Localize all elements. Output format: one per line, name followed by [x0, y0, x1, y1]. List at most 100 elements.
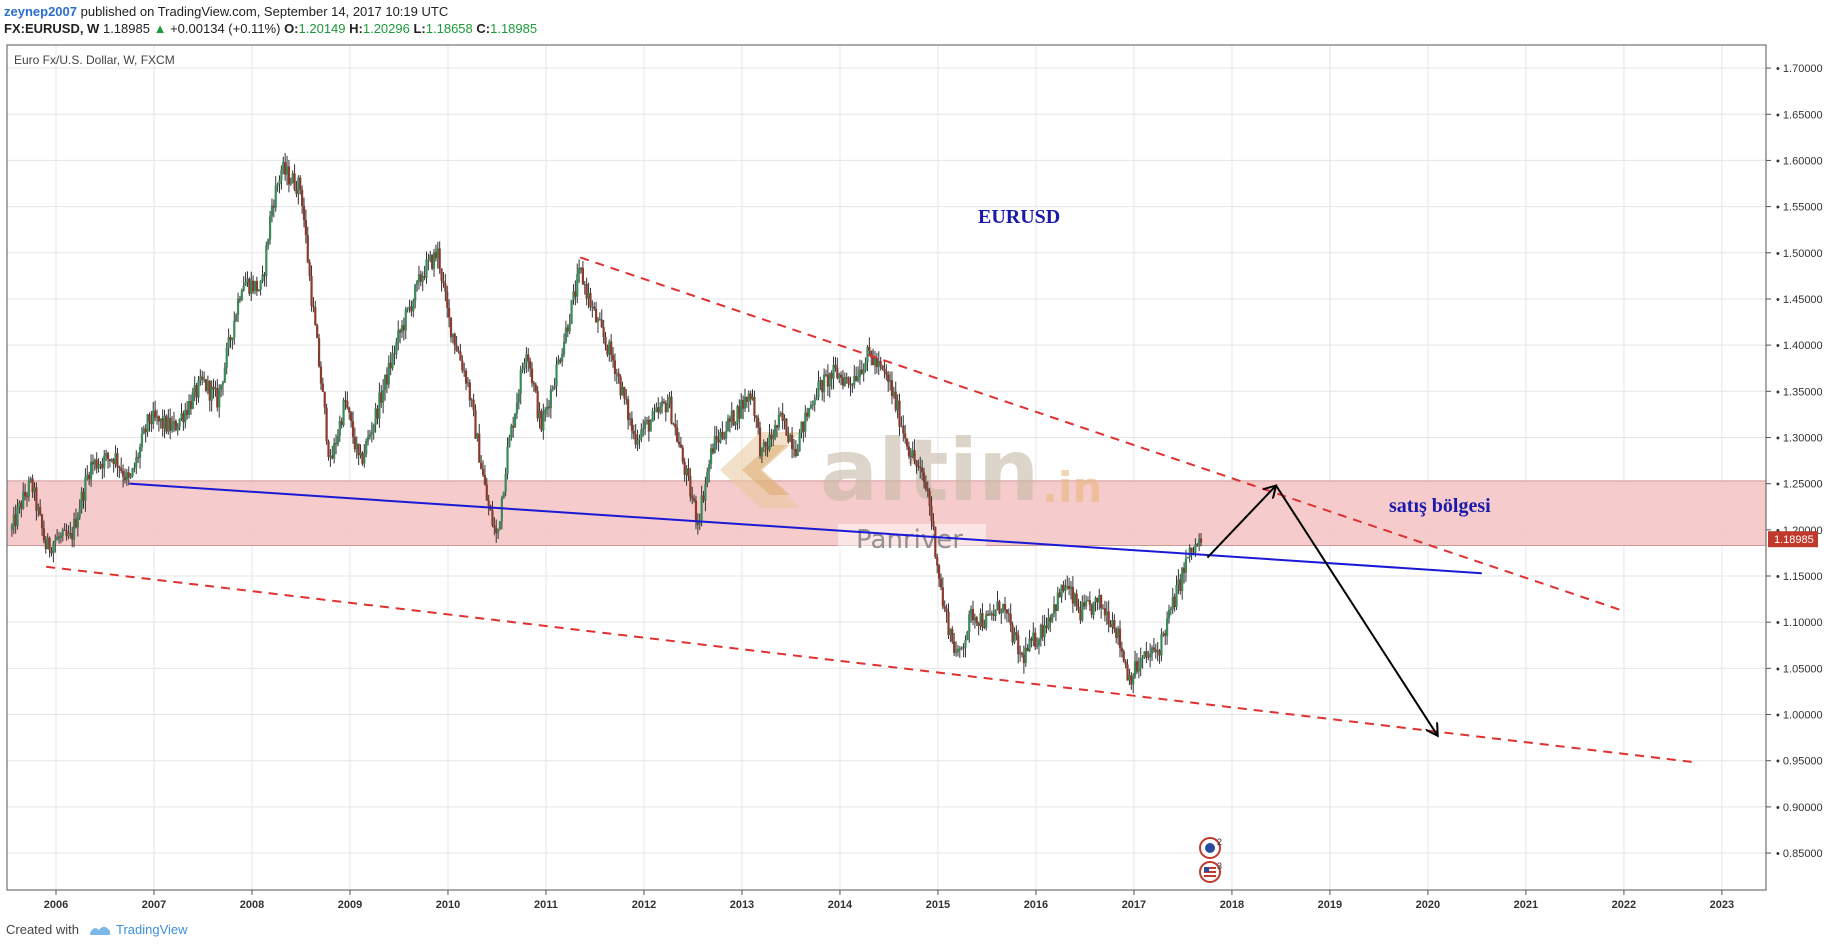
support-line[interactable] [129, 482, 1482, 575]
price-axis[interactable]: • 0.85000 • 0.90000 • 0.95000 • 1.00000 • 1.… [1766, 63, 1823, 860]
lower-trendline[interactable] [46, 565, 1698, 764]
x-tick-label: 2007 [142, 899, 166, 911]
upper-trendline[interactable] [579, 256, 1625, 613]
candle-body [559, 359, 562, 362]
candle-body [340, 421, 343, 426]
candle-body [613, 360, 617, 374]
candle-body [461, 360, 464, 371]
event-badges[interactable]: 2 3 [1199, 837, 1222, 883]
y-tick-label: • 1.15000 [1776, 571, 1823, 583]
candle-body [807, 408, 811, 417]
candle-body [977, 623, 980, 626]
candle-body [598, 319, 601, 321]
candle-body [570, 300, 573, 324]
event-badge-eu-icon[interactable]: 2 [1199, 837, 1222, 859]
candle-body [998, 601, 1001, 614]
candle-body [1020, 652, 1024, 655]
candle-body [82, 491, 85, 501]
candle-body [734, 422, 737, 426]
candle-body [167, 417, 170, 432]
candle-body [789, 435, 792, 442]
candle-body [1132, 676, 1135, 685]
candle-body [268, 216, 272, 240]
candle-body [610, 341, 613, 356]
candle-body [792, 448, 796, 450]
author-link[interactable]: zeynep2007 [4, 4, 77, 19]
projection-arrow-down[interactable] [1275, 484, 1438, 736]
sell-zone-annotation[interactable]: satış bölgesi [1389, 495, 1491, 517]
high-label: H: [349, 21, 363, 36]
candle-body [365, 440, 368, 455]
candle-body [116, 453, 119, 467]
candle-body [702, 495, 705, 501]
candle-body [382, 389, 385, 403]
candle-body [881, 365, 884, 369]
candle-body [576, 274, 579, 297]
candle-body [350, 412, 353, 422]
tradingview-logo-icon[interactable] [88, 921, 112, 937]
candle-body [873, 358, 877, 366]
candle-body [836, 368, 839, 379]
symbol-name[interactable]: FX:EURUSD, W [4, 21, 100, 36]
candle-body [649, 421, 652, 432]
candle-body [508, 437, 511, 447]
change-value: +0.00134 (+0.11%) [170, 21, 281, 36]
time-axis[interactable]: 2006 2007 2008 2009 2010 2011 2012 2013 2014 2015… [44, 890, 1734, 911]
y-tick-label: • 1.05000 [1776, 663, 1823, 675]
candle-body [78, 508, 81, 518]
candle-body [512, 425, 515, 428]
candle-body [943, 606, 946, 609]
candle-body [728, 418, 731, 422]
candle-body [35, 487, 38, 511]
close-label: C: [476, 21, 491, 36]
candle-body [1186, 557, 1189, 559]
candle-body [353, 437, 356, 450]
projection-arrow-up[interactable] [1206, 486, 1276, 559]
candle-body [114, 453, 117, 465]
candle-body [1081, 602, 1084, 621]
candle-body [455, 345, 458, 351]
candle-body [199, 376, 202, 381]
candle-body [74, 518, 78, 528]
candle-body [1177, 579, 1180, 586]
tradingview-link[interactable]: TradingView [116, 922, 188, 937]
candle-body [806, 412, 809, 417]
candle-body [399, 330, 402, 333]
candle-body [544, 409, 547, 415]
candle-body [1045, 625, 1048, 629]
candle-body [229, 337, 232, 341]
candle-body [1049, 617, 1052, 622]
candle-body [63, 529, 66, 531]
candle-body [1064, 587, 1067, 591]
candle-body [664, 402, 667, 413]
candle-body [555, 364, 558, 387]
candle-body [464, 370, 468, 384]
candle-body [853, 376, 856, 385]
candle-body [1105, 611, 1108, 616]
candle-body [333, 442, 336, 459]
candle-body [839, 374, 843, 378]
event-badge-us-icon[interactable]: 3 [1199, 861, 1222, 883]
candle-body [951, 629, 954, 642]
candle-body [562, 341, 566, 355]
candle-body [33, 487, 36, 493]
candle-body [902, 425, 905, 434]
eurusd-annotation[interactable]: EURUSD [978, 206, 1060, 228]
candle-body [206, 381, 209, 391]
y-tick-label: • 1.35000 [1776, 386, 1823, 398]
footer-bar: Created with TradingView [0, 915, 1824, 945]
candle-body [758, 427, 762, 457]
x-tick-label: 2008 [240, 899, 264, 911]
candle-body [176, 426, 179, 431]
y-tick-label: • 1.45000 [1776, 294, 1823, 306]
candle-body [463, 370, 466, 372]
candle-body [436, 248, 439, 259]
candle-body [174, 420, 177, 431]
candle-body [478, 433, 481, 463]
candle-body [574, 291, 577, 297]
candle-body [172, 420, 176, 424]
candle-body [336, 435, 340, 445]
candle-body [216, 387, 219, 408]
candle-body [525, 354, 528, 364]
